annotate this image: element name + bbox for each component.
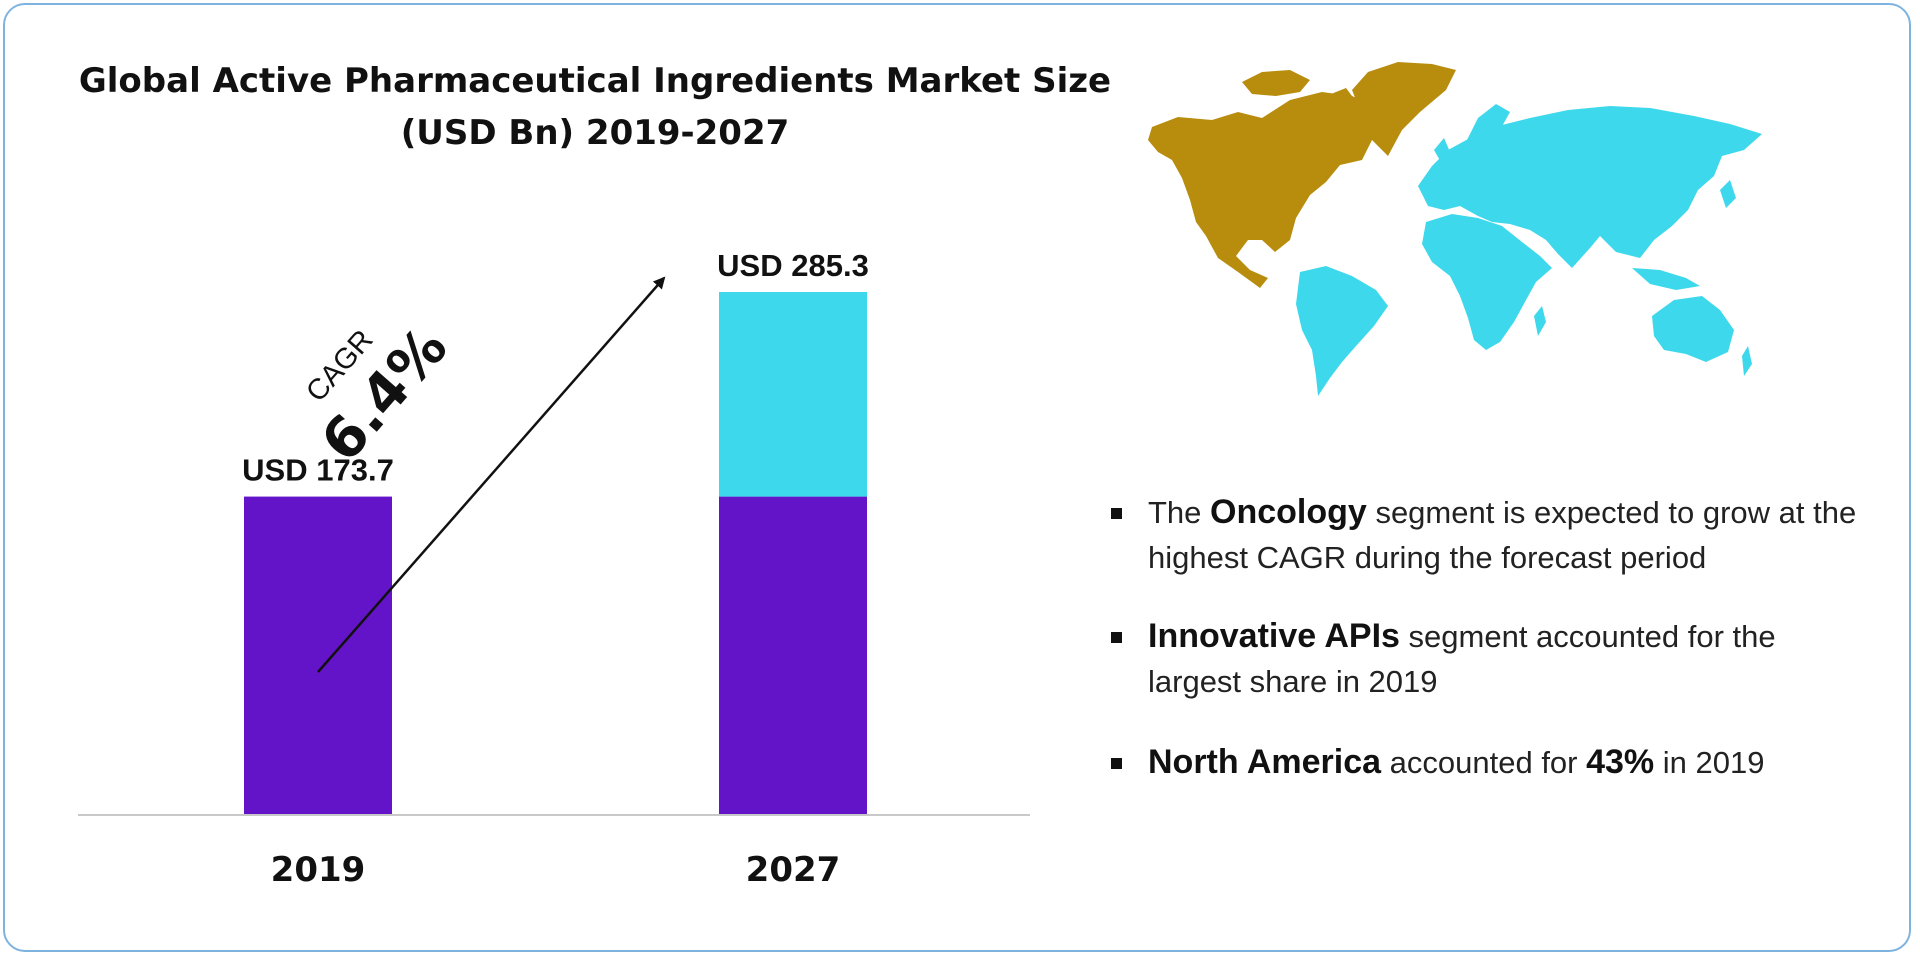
- bullet-highlight: Innovative APIs: [1148, 617, 1400, 655]
- bullet-highlight: North America: [1148, 743, 1382, 781]
- bullet-text: in 2019: [1654, 745, 1765, 780]
- x-tick-label-2019: 2019: [271, 850, 366, 890]
- bullet-text: segment is expected to grow at the highe…: [1148, 495, 1857, 575]
- bullet-square-icon: [1111, 508, 1122, 519]
- cagr-arrow: [317, 276, 666, 673]
- bullet-text: segment accounted for the largest share …: [1148, 619, 1776, 699]
- bar-base-2019: [244, 496, 392, 815]
- rest-of-world-region: [1296, 104, 1762, 396]
- x-tick-label-2027: 2027: [746, 850, 841, 890]
- data-label-2019: USD 173.7: [242, 453, 394, 488]
- data-label-2027: USD 285.3: [717, 248, 869, 283]
- bullet-text: The: [1148, 495, 1211, 530]
- bullet-square-icon: [1111, 632, 1122, 643]
- key-findings-list: The Oncology segment is expected to grow…: [1108, 490, 1868, 785]
- bar-base-2027: [719, 496, 867, 815]
- bullet-highlight: Oncology: [1210, 493, 1367, 531]
- bullet-text: accounted for: [1381, 745, 1587, 780]
- bullet-highlight: 43%: [1586, 743, 1655, 781]
- bullet-square-icon: [1111, 758, 1122, 769]
- chart-title: Global Active Pharmaceutical Ingredients…: [78, 61, 1112, 153]
- bar-growth-2027: [719, 292, 867, 497]
- north-america-region: [1148, 62, 1456, 288]
- bullet-oncology: The Oncology segment is expected to grow…: [1108, 490, 1868, 580]
- bullet-innovative-apis: Innovative APIs segment accounted for th…: [1108, 614, 1868, 704]
- bullet-north-america: North America accounted for 43% in 2019: [1108, 740, 1868, 785]
